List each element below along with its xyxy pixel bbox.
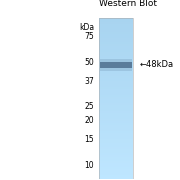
Text: 15: 15 [84, 135, 94, 144]
Text: 37: 37 [84, 77, 94, 86]
Text: 50: 50 [84, 58, 94, 67]
Text: 20: 20 [84, 116, 94, 125]
Text: 10: 10 [84, 161, 94, 170]
Text: 25: 25 [84, 102, 94, 111]
Text: ←48kDa: ←48kDa [140, 60, 174, 69]
Text: kDa: kDa [79, 23, 94, 32]
Text: 75: 75 [84, 32, 94, 41]
Text: Western Blot: Western Blot [99, 0, 157, 8]
